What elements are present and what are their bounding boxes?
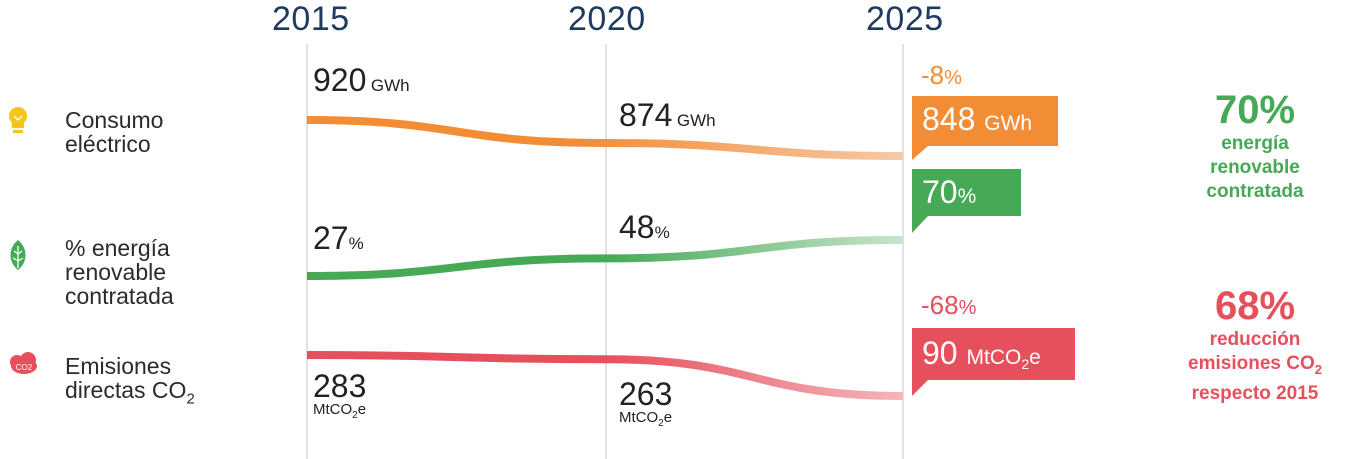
- unit-tail: e: [357, 401, 367, 418]
- value: 283: [313, 368, 367, 404]
- summary-line: reducción: [1209, 329, 1301, 350]
- summary-emissions: 68% reducción emisiones CO2 respecto 201…: [1175, 284, 1335, 406]
- change-label-electric: -8%: [921, 60, 962, 91]
- unit: GWh: [676, 111, 716, 130]
- row-label-text: directas CO: [65, 377, 187, 403]
- change-label-emissions: -68%: [921, 290, 976, 321]
- unit-text: MtCO: [619, 409, 659, 426]
- unit-text: MtCO: [966, 346, 1022, 369]
- value-tag-electric-2025: 848 GWh: [912, 96, 1058, 146]
- unit: MtCO2e: [966, 346, 1041, 373]
- leaf-icon: [10, 240, 26, 270]
- summary-renewable: 70% energía renovable contratada: [1175, 88, 1335, 204]
- row-label-line: renovable: [65, 259, 167, 285]
- value: 848: [922, 101, 976, 137]
- tag-tail-emissions: [912, 380, 928, 396]
- subscript: 2: [1314, 361, 1322, 377]
- unit: %: [957, 185, 977, 208]
- data-label-renewable-2015: 27%: [313, 222, 364, 254]
- year-label-2020: 2020: [568, 0, 646, 38]
- co2-icon: CO2: [10, 352, 37, 374]
- year-label-2025: 2025: [866, 0, 944, 38]
- subscript: 2: [658, 418, 664, 429]
- data-label-emissions-2020: 263 MtCO2e: [619, 378, 672, 432]
- value-tag-renewable-2025: 70%: [912, 169, 1021, 216]
- unit-tail: e: [1029, 346, 1041, 369]
- row-label-renewable: % energía renovable contratada: [65, 236, 174, 308]
- summary-line: energía: [1221, 133, 1289, 154]
- value: 874: [619, 97, 673, 133]
- value: 48: [619, 209, 655, 245]
- row-label-electric: Consumo eléctrico: [65, 108, 163, 156]
- unit: GWh: [370, 76, 410, 95]
- data-label-renewable-2020: 48%: [619, 211, 670, 243]
- row-label-line: directas CO2: [65, 378, 195, 412]
- row-label-line: % energía: [65, 235, 170, 261]
- row-label-emissions: Emisiones directas CO2: [65, 354, 195, 412]
- series-line-electric: [306, 116, 904, 160]
- subscript: 2: [186, 390, 195, 408]
- unit: GWh: [984, 112, 1033, 135]
- series-line-renewable: [306, 236, 904, 280]
- summary-value: 70%: [1214, 88, 1296, 132]
- value: 920: [313, 62, 367, 98]
- tag-tail-renewable: [912, 216, 928, 233]
- value: 90: [922, 335, 958, 371]
- tag-tail-electric: [912, 146, 928, 160]
- summary-text: emisiones CO: [1188, 353, 1315, 374]
- year-label-2015: 2015: [272, 0, 350, 38]
- lightbulb-icon: [9, 107, 27, 133]
- change-unit: %: [958, 297, 977, 319]
- data-label-electric-2015: 920 GWh: [313, 64, 410, 96]
- row-label-line: contratada: [65, 283, 174, 309]
- summary-line: renovable: [1210, 157, 1300, 178]
- value: 263: [619, 376, 673, 412]
- summary-value: 68%: [1214, 284, 1296, 328]
- unit: %: [654, 223, 670, 242]
- change-value: -68: [921, 290, 959, 320]
- row-label-line: Consumo: [65, 107, 164, 133]
- unit-tail: e: [663, 409, 673, 426]
- change-unit: %: [944, 67, 962, 89]
- summary-line: contratada: [1206, 181, 1304, 202]
- unit: MtCO2e: [313, 402, 366, 424]
- co2-badge-text: CO2: [16, 363, 33, 372]
- row-label-line: Emisiones: [65, 353, 172, 379]
- unit: MtCO2e: [619, 410, 672, 432]
- unit: %: [348, 234, 364, 253]
- data-label-emissions-2015: 283 MtCO2e: [313, 370, 366, 424]
- change-value: -8: [921, 60, 945, 90]
- summary-line: emisiones CO2: [1175, 352, 1335, 382]
- series-line-emissions: [306, 351, 904, 400]
- unit-text: MtCO: [313, 401, 353, 418]
- subscript: 2: [1021, 356, 1030, 373]
- value-tag-emissions-2025: 90 MtCO2e: [912, 328, 1075, 380]
- summary-line: respecto 2015: [1191, 382, 1319, 404]
- subscript: 2: [352, 410, 358, 421]
- data-label-electric-2020: 874 GWh: [619, 99, 716, 131]
- value: 27: [313, 220, 349, 256]
- value: 70: [922, 174, 958, 210]
- row-label-line: eléctrico: [65, 131, 151, 157]
